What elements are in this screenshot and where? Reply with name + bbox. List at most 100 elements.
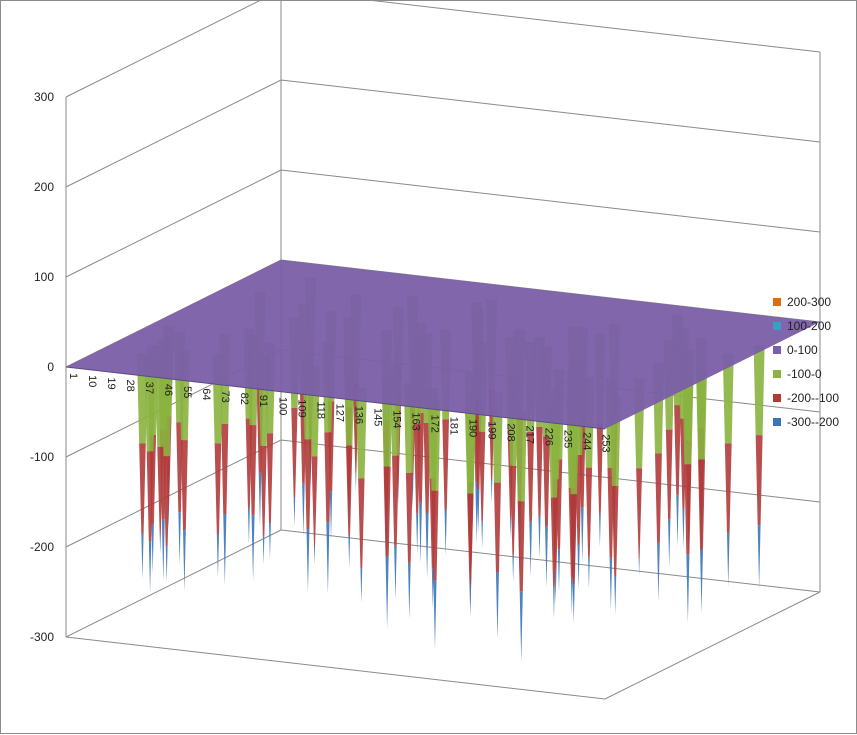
spike-down — [464, 403, 476, 618]
spike-down — [144, 361, 156, 593]
spike-band — [148, 541, 152, 593]
spike-band — [431, 568, 434, 609]
x-tick-label: 163 — [409, 412, 421, 430]
spike-down — [212, 353, 224, 579]
spike-down — [548, 407, 560, 619]
legend-swatch — [773, 298, 781, 306]
spike-band — [214, 443, 222, 534]
spike-band — [665, 429, 673, 520]
spike-band — [416, 513, 419, 554]
z-axis-ticks: 300 200 100 0 -100 -200 -300 — [30, 90, 54, 644]
spike-band — [757, 525, 761, 589]
x-tick-label: 172 — [428, 415, 440, 433]
spike-band — [392, 455, 399, 546]
spike-band — [548, 407, 560, 498]
spike-band — [163, 456, 170, 547]
legend-label: 100-200 — [787, 319, 831, 333]
spike-band — [570, 494, 577, 585]
gridline-left-wall — [65, 79, 282, 188]
gridline-back-wall — [280, 79, 821, 143]
x-tick-label: 37 — [143, 382, 155, 394]
spike-band — [557, 549, 561, 593]
spike-band — [753, 345, 765, 436]
spike-band — [726, 533, 730, 588]
gridline-left-wall — [65, 1, 261, 98]
spike-band — [159, 536, 161, 554]
legend-label: -300--200 — [787, 415, 839, 429]
spike-band — [550, 497, 558, 588]
spike-down — [429, 400, 441, 650]
legend-label: 200-300 — [787, 295, 831, 309]
spike-band — [568, 404, 580, 495]
spike-band — [596, 423, 604, 514]
spike-band — [481, 521, 483, 549]
legend-label: -200--100 — [787, 391, 839, 405]
x-tick-label: 145 — [371, 408, 383, 426]
spike-band — [258, 472, 262, 527]
spike-band — [570, 577, 573, 615]
gridline-left-wall — [65, 529, 282, 638]
spike-down — [753, 345, 765, 589]
spike-band — [495, 572, 499, 640]
spike-band — [405, 472, 413, 563]
x-tick-label: 55 — [181, 386, 193, 398]
x-tick-label: 190 — [466, 419, 478, 437]
spike-band — [491, 479, 493, 504]
spike-band — [304, 439, 312, 530]
spike-band — [291, 407, 298, 498]
surface-plane-fill — [66, 260, 820, 429]
spike-band — [151, 524, 154, 574]
spike-band — [223, 513, 227, 586]
spike-band — [433, 580, 437, 650]
gridline-left-wall — [65, 439, 282, 548]
spike-band — [249, 425, 257, 516]
spike-band — [161, 366, 173, 457]
spike-band — [572, 584, 575, 624]
x-tick-label: 46 — [162, 384, 174, 396]
x-tick-label: 217 — [524, 426, 536, 444]
spike-band — [425, 513, 429, 579]
spike-band — [696, 369, 708, 460]
floor-edge-right — [604, 591, 821, 700]
spike-band — [262, 535, 265, 565]
spike-band — [266, 433, 274, 524]
z-tick-label: 0 — [47, 360, 54, 374]
spike-band — [676, 495, 679, 547]
spike-band — [324, 432, 332, 523]
legend-swatch — [773, 394, 781, 402]
spike-band — [216, 533, 220, 579]
spike-band — [314, 546, 316, 565]
spike-down — [696, 369, 708, 614]
legend-swatch — [773, 346, 781, 354]
spike-band — [221, 423, 229, 514]
spike-band — [515, 411, 527, 502]
spike-band — [178, 512, 181, 566]
spike-band — [165, 546, 168, 583]
x-tick-label: 208 — [505, 423, 517, 441]
x-tick-label: 226 — [543, 428, 555, 446]
spike-band — [553, 587, 555, 619]
legend: 200-300 100-200 0-100 -100-0 -200--100 -300--… — [773, 295, 839, 429]
spike-band — [346, 445, 353, 536]
spike-band — [408, 562, 411, 620]
surface-plane — [65, 260, 820, 430]
spike-band — [444, 509, 447, 557]
spike-band — [394, 545, 397, 601]
spike-band — [260, 445, 267, 536]
spike-band — [636, 468, 643, 559]
spike-band — [385, 556, 389, 629]
x-tick-label: 28 — [124, 380, 136, 392]
spike-band — [161, 519, 165, 581]
spike-band — [588, 557, 590, 589]
spike-band — [157, 446, 164, 537]
spike-band — [577, 544, 580, 590]
spike-band — [469, 583, 472, 618]
spike-band — [529, 521, 532, 577]
spike-band — [183, 530, 186, 592]
spike-band — [536, 426, 543, 517]
x-tick-label: 82 — [238, 393, 250, 405]
gridline-back-wall — [280, 169, 821, 233]
z-tick-label: -100 — [30, 450, 54, 464]
x-tick-label: 253 — [600, 434, 612, 452]
